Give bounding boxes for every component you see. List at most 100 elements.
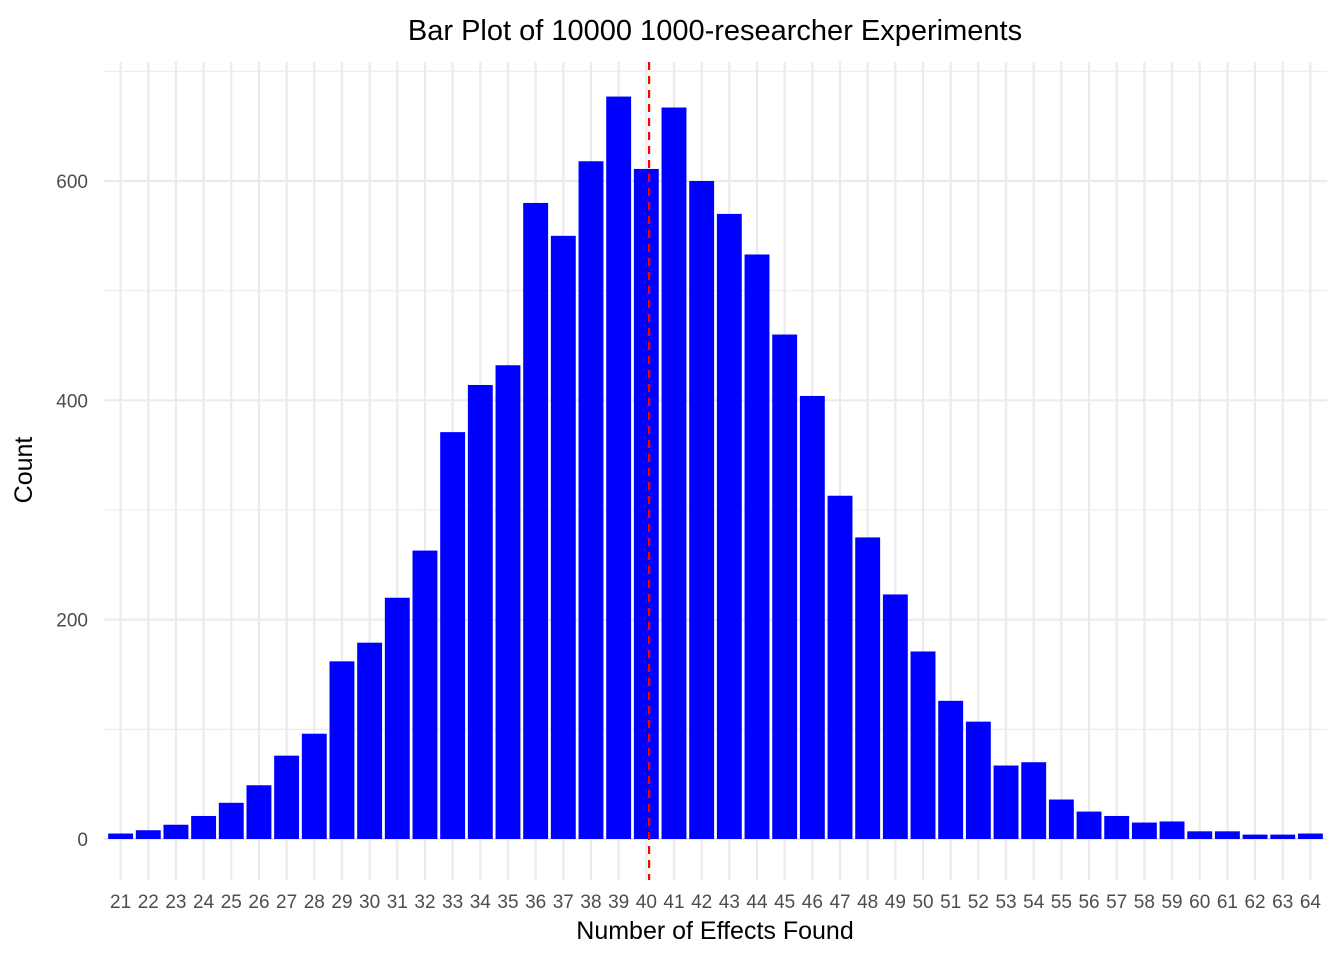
bar-49	[882, 594, 908, 839]
x-tick-label: 63	[1272, 892, 1293, 913]
x-tick-label: 28	[304, 892, 325, 913]
x-tick-label: 27	[276, 892, 297, 913]
y-tick-label: 400	[56, 391, 88, 412]
bar-25	[218, 802, 244, 839]
x-tick-label: 29	[331, 892, 352, 913]
x-axis-label: Number of Effects Found	[576, 917, 853, 945]
x-tick-label: 23	[165, 892, 186, 913]
x-tick-label: 45	[774, 892, 795, 913]
bar-37	[550, 235, 576, 840]
y-tick-label: 600	[56, 172, 88, 193]
bar-34	[467, 384, 493, 839]
x-tick-label: 60	[1189, 892, 1210, 913]
bar-51	[938, 700, 964, 839]
chart-title: Bar Plot of 10000 1000-researcher Experi…	[408, 15, 1022, 47]
y-tick-label: 0	[77, 830, 88, 851]
x-tick-label: 21	[110, 892, 131, 913]
bar-26	[246, 785, 272, 839]
x-tick-label: 62	[1244, 892, 1265, 913]
x-tick-label: 33	[442, 892, 463, 913]
x-tick-label: 47	[829, 892, 850, 913]
bar-24	[191, 815, 217, 839]
x-tick-label: 54	[1023, 892, 1045, 913]
x-axis-ticks: 21 22 23 24 25 26 27 28 29 30 31 32 33 34 35 36 37 38 39 40…	[110, 892, 1321, 913]
bar-56	[1076, 811, 1102, 839]
bar-35	[495, 365, 521, 839]
x-tick-label: 41	[663, 892, 684, 913]
bar-64	[1297, 833, 1323, 839]
x-tick-label: 48	[857, 892, 878, 913]
bar-43	[716, 213, 742, 839]
x-tick-label: 53	[995, 892, 1016, 913]
x-tick-label: 51	[940, 892, 961, 913]
y-tick-label: 200	[56, 611, 88, 632]
bar-62	[1242, 834, 1268, 839]
bar-47	[827, 495, 853, 839]
x-tick-label: 52	[968, 892, 989, 913]
x-tick-label: 34	[470, 892, 492, 913]
bar-29	[329, 661, 355, 839]
x-tick-label: 59	[1161, 892, 1182, 913]
x-tick-label: 58	[1134, 892, 1155, 913]
bar-22	[135, 830, 161, 839]
bar-30	[357, 642, 383, 839]
bar-33	[440, 432, 466, 839]
x-tick-label: 43	[719, 892, 740, 913]
x-tick-label: 40	[636, 892, 657, 913]
bar-58	[1131, 822, 1157, 839]
bar-48	[855, 537, 881, 839]
x-tick-label: 32	[414, 892, 435, 913]
x-tick-label: 24	[193, 892, 215, 913]
x-tick-label: 26	[248, 892, 269, 913]
x-tick-label: 38	[580, 892, 601, 913]
x-tick-label: 57	[1106, 892, 1127, 913]
bar-21	[108, 833, 134, 839]
x-tick-label: 39	[608, 892, 629, 913]
x-tick-label: 42	[691, 892, 712, 913]
bar-41	[661, 107, 687, 840]
x-tick-label: 56	[1078, 892, 1099, 913]
bar-45	[772, 334, 798, 839]
bar-60	[1187, 831, 1213, 839]
x-tick-label: 25	[221, 892, 242, 913]
bar-61	[1214, 831, 1240, 839]
bar-39	[606, 96, 632, 840]
x-tick-label: 22	[138, 892, 159, 913]
bar-63	[1270, 834, 1296, 839]
bar-38	[578, 161, 604, 839]
x-tick-label: 36	[525, 892, 546, 913]
bar-27	[274, 755, 300, 839]
x-tick-label: 37	[553, 892, 574, 913]
bar-53	[993, 765, 1019, 839]
bar-36	[523, 202, 549, 839]
x-tick-label: 44	[746, 892, 768, 913]
bar-42	[689, 181, 715, 839]
y-axis-label: Count	[10, 437, 38, 504]
y-axis-ticks: 0 200 400 600	[56, 172, 88, 851]
bar-44	[744, 254, 770, 839]
bar-32	[412, 550, 438, 839]
bar-46	[799, 395, 825, 839]
x-tick-label: 30	[359, 892, 380, 913]
bar-50	[910, 651, 936, 839]
x-tick-label: 55	[1051, 892, 1072, 913]
bars-group	[108, 96, 1323, 840]
bar-54	[1021, 762, 1047, 839]
bar-23	[163, 824, 189, 839]
x-tick-label: 50	[912, 892, 933, 913]
x-tick-label: 61	[1217, 892, 1238, 913]
bar-52	[965, 721, 991, 839]
x-tick-label: 49	[885, 892, 906, 913]
bar-31	[384, 597, 410, 839]
x-tick-label: 46	[802, 892, 823, 913]
x-tick-label: 35	[497, 892, 518, 913]
bar-40	[633, 168, 659, 840]
x-tick-label: 64	[1300, 892, 1322, 913]
bar-55	[1048, 799, 1074, 839]
bar-59	[1159, 821, 1185, 839]
bar-57	[1104, 815, 1130, 839]
x-tick-label: 31	[387, 892, 408, 913]
bar-28	[301, 733, 327, 839]
